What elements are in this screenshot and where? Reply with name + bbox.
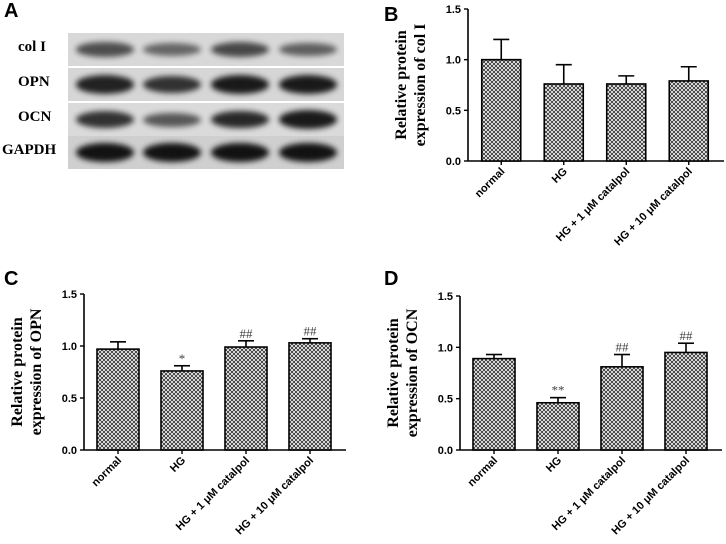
- significance-label: **: [552, 383, 565, 398]
- blot-band: [143, 142, 201, 163]
- y-axis-title-line2: expression of OCN: [404, 308, 421, 437]
- blot-strip: [68, 103, 344, 136]
- category-label: normal: [473, 166, 507, 200]
- significance-label: ##: [240, 326, 254, 341]
- blot-band: [76, 142, 134, 163]
- bar: [160, 370, 204, 451]
- bar: [543, 83, 585, 162]
- bar: [288, 342, 332, 451]
- blot-band: [279, 142, 337, 163]
- blot-band: [211, 41, 269, 58]
- blot-band: [76, 111, 134, 128]
- y-tick-label: 1.0: [438, 342, 453, 354]
- bar: [96, 348, 140, 451]
- blot-band: [143, 76, 201, 93]
- blot-band: [211, 142, 269, 163]
- y-tick-label: 0.5: [62, 393, 77, 405]
- bar: [664, 351, 708, 451]
- y-tick-label: 1.0: [62, 341, 77, 353]
- blot-strip: [68, 136, 344, 169]
- category-label: normal: [90, 455, 124, 489]
- blot-band: [143, 112, 201, 127]
- panel-letter-c: C: [4, 268, 19, 290]
- blot-band: [279, 75, 337, 94]
- bar: [224, 346, 268, 451]
- bar: [480, 58, 522, 162]
- blot-band: [76, 75, 134, 94]
- y-tick-label: 0.0: [62, 445, 77, 457]
- panel-letter-d: D: [384, 268, 399, 290]
- significance-label: ##: [304, 324, 318, 339]
- y-tick-label: 1.5: [62, 289, 77, 301]
- bar: [472, 357, 516, 451]
- bar: [668, 80, 710, 162]
- category-label: normal: [466, 455, 500, 489]
- significance-label: ##: [616, 340, 630, 355]
- blot-band: [143, 43, 201, 56]
- category-label: HG: [550, 166, 570, 186]
- blot-band: [211, 75, 269, 94]
- blot-band: [279, 42, 337, 57]
- blot-label: col I: [18, 39, 46, 55]
- bar: [600, 366, 644, 451]
- y-axis-title-line1: Relative protein: [9, 317, 26, 427]
- panel-letter-a: A: [4, 0, 19, 22]
- blot-label: OCN: [18, 109, 52, 125]
- y-tick-label: 1.0: [446, 55, 461, 67]
- bar: [536, 401, 580, 451]
- y-tick-label: 1.5: [438, 291, 453, 303]
- blot-label: GAPDH: [2, 142, 57, 158]
- blot-band: [211, 110, 269, 129]
- blot-band: [279, 110, 337, 129]
- significance-label: ##: [680, 328, 694, 343]
- y-tick-label: 1.5: [446, 4, 461, 16]
- category-label: HG: [544, 455, 564, 475]
- y-tick-label: 0.0: [446, 156, 461, 168]
- y-axis-title-line2: expression of col I: [412, 24, 429, 147]
- blot-band: [76, 42, 134, 57]
- y-axis-title-line2: expression of OPN: [28, 308, 45, 435]
- bar: [605, 83, 647, 162]
- y-axis-title-line1: Relative protein: [393, 30, 410, 140]
- category-label: HG: [168, 455, 188, 475]
- significance-label: *: [179, 351, 186, 366]
- blot-strip: [68, 68, 344, 101]
- blot-label: OPN: [18, 74, 50, 90]
- y-tick-label: 0.5: [446, 105, 461, 117]
- blot-strip: [68, 33, 344, 66]
- panel-letter-b: B: [384, 4, 399, 26]
- y-tick-label: 0.0: [438, 445, 453, 457]
- y-axis-title-line1: Relative protein: [385, 318, 402, 428]
- y-tick-label: 0.5: [438, 394, 453, 406]
